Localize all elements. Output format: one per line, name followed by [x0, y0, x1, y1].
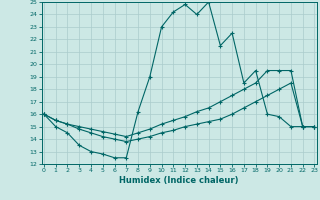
X-axis label: Humidex (Indice chaleur): Humidex (Indice chaleur) [119, 176, 239, 185]
